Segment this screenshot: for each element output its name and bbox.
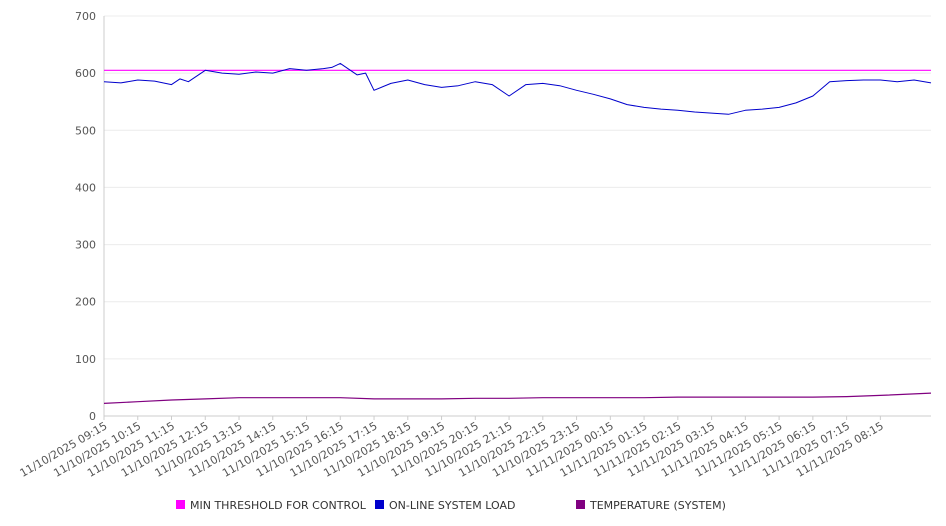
y-tick-label: 0 xyxy=(89,410,96,423)
series-lines xyxy=(103,62,932,404)
y-tick-label: 400 xyxy=(75,181,96,194)
series-line-2 xyxy=(103,62,932,115)
legend: MIN THRESHOLD FOR CONTROL ON-LINE SYSTEM … xyxy=(176,499,726,512)
y-tick-label: 200 xyxy=(75,296,96,309)
legend-swatch xyxy=(375,500,384,509)
y-tick-label: 300 xyxy=(75,239,96,252)
y-tick-label: 500 xyxy=(75,124,96,137)
grid xyxy=(104,15,931,360)
legend-label: TEMPERATURE (SYSTEM) xyxy=(589,499,726,512)
legend-label: ON-LINE SYSTEM LOAD xyxy=(389,499,515,512)
y-tick-label: 600 xyxy=(75,67,96,80)
y-tick-label: 100 xyxy=(75,353,96,366)
legend-swatch xyxy=(576,500,585,509)
legend-label: MIN THRESHOLD FOR CONTROL xyxy=(190,499,367,512)
legend-swatch xyxy=(176,500,185,509)
series-line-3 xyxy=(103,392,932,404)
y-tick-label: 700 xyxy=(75,10,96,23)
